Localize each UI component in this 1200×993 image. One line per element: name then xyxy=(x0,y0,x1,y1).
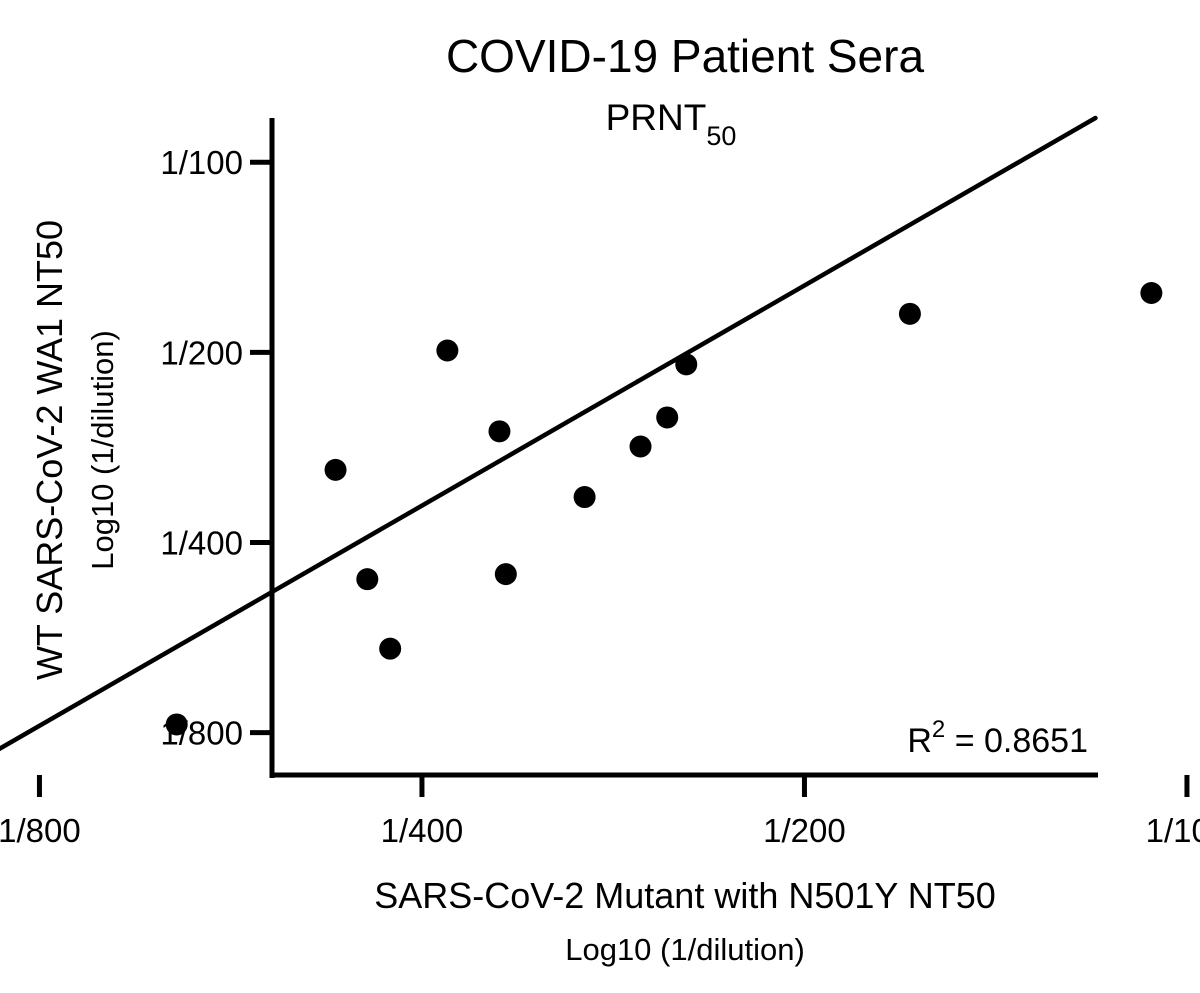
x-tick-label: 1/800 xyxy=(0,812,81,849)
r-squared-annotation: R2 = 0.8651 xyxy=(907,716,1088,760)
x-tick-label: 1/400 xyxy=(381,812,464,849)
subtitle-subscript: 50 xyxy=(706,121,736,151)
y-axis-sublabel: Log10 (1/dilution) xyxy=(85,330,120,570)
x-axis-sublabel: Log10 (1/dilution) xyxy=(565,932,805,967)
x-tick-label: 1/100 xyxy=(1146,812,1200,849)
data-point xyxy=(324,458,347,481)
chart-title: COVID-19 Patient Sera xyxy=(446,30,925,82)
x-axis-label: SARS-CoV-2 Mutant with N501Y NT50 xyxy=(374,875,996,916)
data-point xyxy=(898,302,921,325)
data-point xyxy=(1140,281,1163,304)
data-point xyxy=(494,563,517,586)
y-tick-label: 1/100 xyxy=(160,144,243,181)
r-squared-superscript: 2 xyxy=(932,716,945,743)
data-point xyxy=(629,435,652,458)
y-tick-label: 1/400 xyxy=(160,525,243,562)
data-point xyxy=(356,568,379,591)
data-point xyxy=(675,353,698,376)
chart-subtitle: PRNT50 xyxy=(606,97,737,151)
r-squared-value: = 0.8651 xyxy=(945,722,1088,760)
data-point xyxy=(573,486,596,509)
y-tick-label: 1/200 xyxy=(160,334,243,371)
data-point xyxy=(488,420,511,443)
data-point xyxy=(436,339,459,362)
y-axis-label: WT SARS-CoV-2 WA1 NT50 xyxy=(29,220,70,680)
data-point xyxy=(165,713,188,736)
data-point xyxy=(379,637,402,660)
r-squared-symbol: R xyxy=(907,722,932,760)
subtitle-main: PRNT xyxy=(606,97,707,138)
x-tick-label: 1/200 xyxy=(763,812,846,849)
data-point xyxy=(656,406,679,429)
regression-line xyxy=(0,115,1098,752)
